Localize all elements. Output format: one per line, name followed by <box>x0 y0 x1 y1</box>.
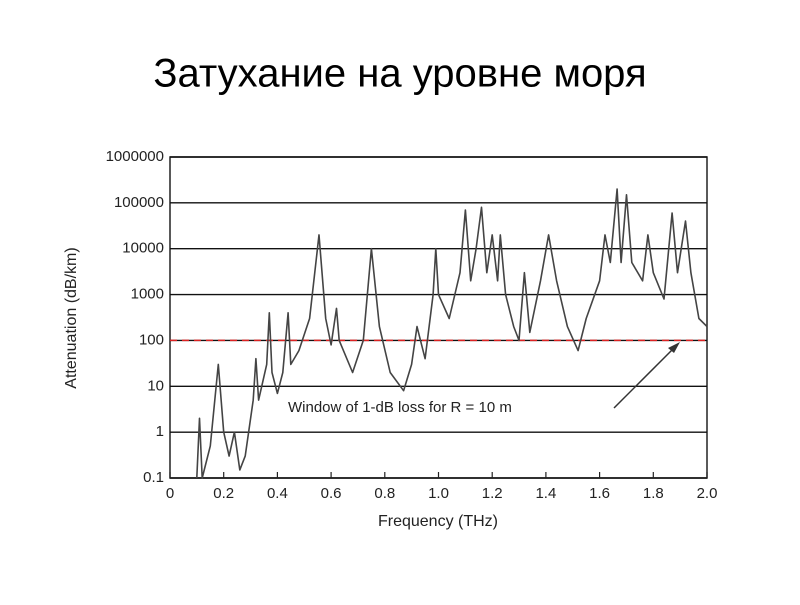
y-tick-label: 10000 <box>122 240 164 257</box>
attenuation-line <box>196 188 708 479</box>
y-tick-label: 1 <box>156 423 164 440</box>
x-tick-label: 1.6 <box>589 485 610 502</box>
x-tick-label: 0.8 <box>374 485 395 502</box>
y-tick-label: 10 <box>147 377 164 394</box>
x-tick-label: 0.2 <box>213 485 234 502</box>
annotation-arrow <box>613 346 676 409</box>
x-tick-label: 1.2 <box>482 485 503 502</box>
x-tick-label: 1.4 <box>535 485 556 502</box>
x-tick-label: 0.4 <box>267 485 288 502</box>
x-tick-label: 0 <box>166 485 174 502</box>
y-axis-label: Attenuation (dB/km) <box>63 247 80 388</box>
y-tick-label: 0.1 <box>143 469 164 486</box>
x-tick-label: 1.0 <box>428 485 449 502</box>
x-tick-label: 2.0 <box>697 485 718 502</box>
x-axis-label: Frequency (THz) <box>378 513 498 530</box>
y-tick-label: 1000000 <box>106 148 164 165</box>
slide-title: Затухание на уровне моря <box>153 52 646 96</box>
x-tick-label: 1.8 <box>643 485 664 502</box>
arrow-head <box>668 342 680 353</box>
y-tick-label: 100000 <box>114 194 164 211</box>
y-tick-label: 1000 <box>131 286 164 303</box>
x-tick-label: 0.6 <box>321 485 342 502</box>
annotation: Window of 1-dB loss for R = 10 m <box>288 399 512 416</box>
y-tick-label: 100 <box>139 331 164 348</box>
